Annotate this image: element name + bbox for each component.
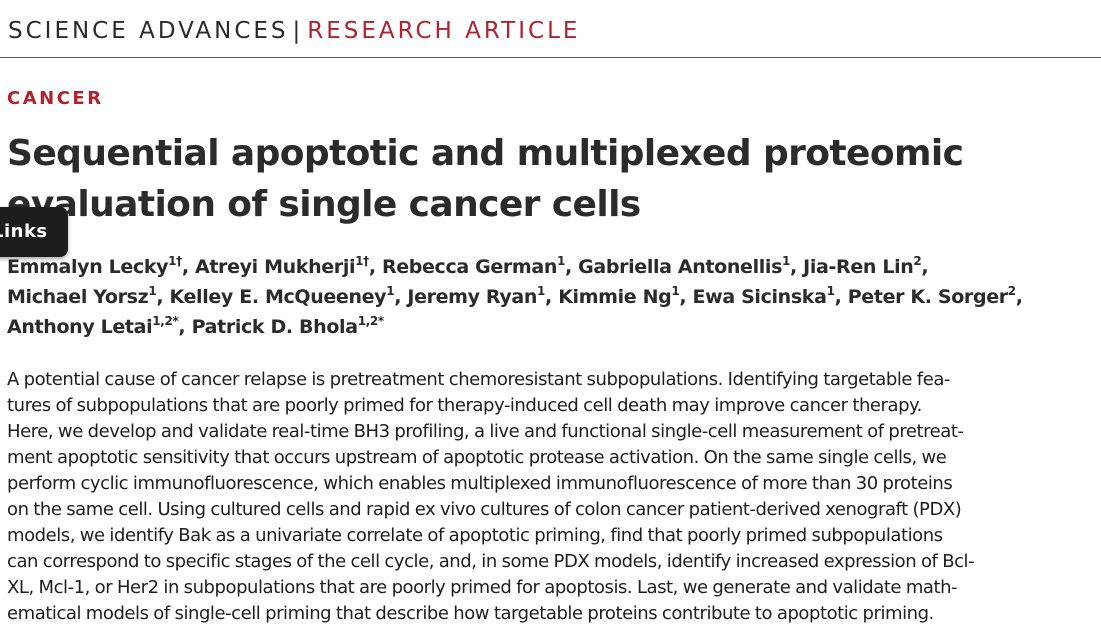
links-tab-button[interactable]: Links xyxy=(0,207,68,257)
journal-header: SCIENCE ADVANCES | RESEARCH ARTICLE xyxy=(8,14,580,48)
title-line-1: Sequential apoptotic and multiplexed pro… xyxy=(7,133,964,174)
section-label[interactable]: CANCER xyxy=(7,88,104,109)
author-affiliation: 1 xyxy=(826,284,835,298)
abstract-line: XL, Mcl-1, or Her2 in subpopulations tha… xyxy=(7,577,958,598)
author-affiliation: 1 xyxy=(782,254,791,268)
author-name[interactable]: Patrick D. Bhola xyxy=(191,316,358,338)
header-separator: | xyxy=(292,18,304,44)
author-name[interactable]: Jeremy Ryan xyxy=(407,286,538,308)
links-tab-label: Links xyxy=(0,221,48,242)
author-affiliation: 1† xyxy=(355,254,369,268)
header-divider xyxy=(0,57,1101,58)
author-affiliation: 1 xyxy=(557,254,566,268)
abstract-line: Here, we develop and validate real-time … xyxy=(7,421,964,442)
author-affiliation: 1† xyxy=(168,254,182,268)
author-name[interactable]: Peter K. Sorger xyxy=(847,286,1008,308)
author-name[interactable]: Michael Yorsz xyxy=(7,286,149,308)
abstract-line: A potential cause of cancer relapse is p… xyxy=(7,369,950,390)
author-affiliation: 1 xyxy=(671,284,680,298)
journal-name[interactable]: SCIENCE ADVANCES xyxy=(8,18,289,44)
title-line-2: evaluation of single cancer cells xyxy=(7,184,641,225)
abstract-line: ment apoptotic sensitivity that occurs u… xyxy=(7,447,947,468)
author-affiliation: 2 xyxy=(1007,284,1016,298)
abstract-line: models, we identify Bak as a univariate … xyxy=(7,525,943,546)
author-name[interactable]: Jia-Ren Lin xyxy=(803,256,914,278)
author-name[interactable]: Ewa Sicinska xyxy=(692,286,827,308)
author-name[interactable]: Emmalyn Lecky xyxy=(7,256,169,278)
author-name[interactable]: Gabriella Antonellis xyxy=(578,256,783,278)
author-affiliation: 1 xyxy=(537,284,546,298)
abstract-line: perform cyclic immunofluorescence, which… xyxy=(7,473,953,494)
author-affiliation: 1,2* xyxy=(152,314,179,328)
author-affiliation: 1 xyxy=(386,284,395,298)
author-affiliation: 2 xyxy=(913,254,922,268)
abstract: A potential cause of cancer relapse is p… xyxy=(7,367,1087,627)
abstract-line: tures of subpopulations that are poorly … xyxy=(7,395,922,416)
author-name[interactable]: Anthony Letai xyxy=(7,316,153,338)
author-affiliation: 1 xyxy=(148,284,157,298)
author-name[interactable]: Atreyi Mukherji xyxy=(194,256,356,278)
article-type-label: RESEARCH ARTICLE xyxy=(307,18,581,44)
author-list: Emmalyn Lecky1†, Atreyi Mukherji1†, Rebe… xyxy=(7,254,1023,338)
author-name[interactable]: Rebecca German xyxy=(381,256,558,278)
author-name[interactable]: Kelley E. McQueeney xyxy=(169,286,387,308)
abstract-line: ematical models of single-cell priming t… xyxy=(7,603,934,624)
author-name[interactable]: Kimmie Ng xyxy=(558,286,672,308)
abstract-line: can correspond to specific stages of the… xyxy=(7,551,975,572)
abstract-line: on the same cell. Using cultured cells a… xyxy=(7,499,962,520)
article-title: Sequential apoptotic and multiplexed pro… xyxy=(7,128,1067,230)
author-affiliation: 1,2* xyxy=(357,314,384,328)
